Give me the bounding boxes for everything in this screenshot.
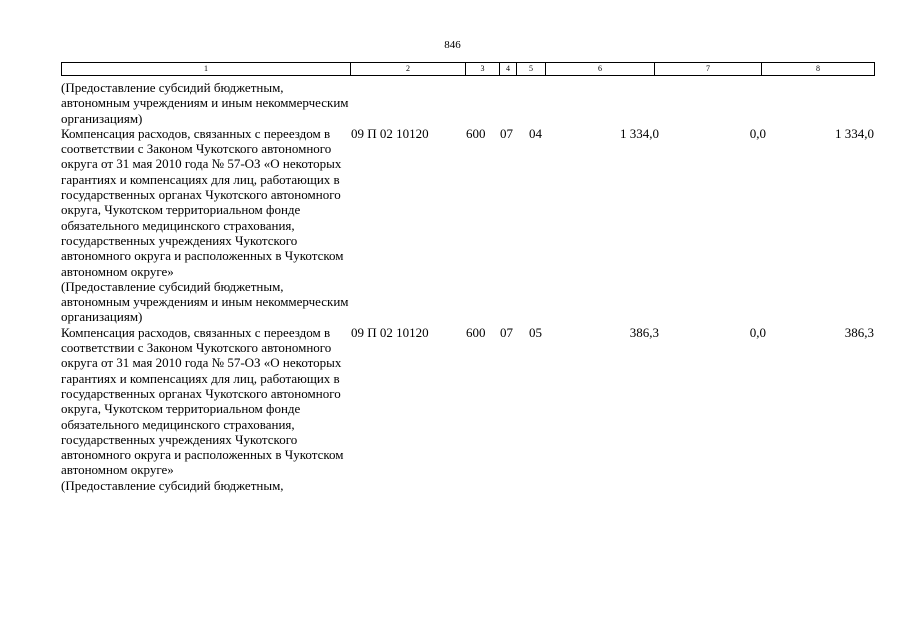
section-code: 07 bbox=[500, 125, 513, 141]
section-code: 07 bbox=[500, 324, 513, 340]
table-row: Компенсация расходов, связанных с переез… bbox=[61, 126, 874, 325]
target-article-code: 09 П 02 10120 bbox=[351, 324, 429, 340]
header-col-8: 8 bbox=[761, 62, 875, 76]
header-col-1: 1 bbox=[61, 62, 351, 76]
budget-table-body: (Предоставление субсидий бюджетным, авто… bbox=[61, 80, 874, 493]
row-description: Компенсация расходов, связанных с переез… bbox=[61, 125, 344, 279]
expense-type-code: 600 bbox=[466, 125, 486, 141]
header-col-2: 2 bbox=[350, 62, 466, 76]
row-note: (Предоставление субсидий бюджетным, bbox=[61, 477, 284, 493]
amount-col-7: 0,0 bbox=[749, 125, 766, 141]
header-col-4: 4 bbox=[499, 62, 517, 76]
amount-col-6: 386,3 bbox=[629, 324, 659, 340]
amount-col-8: 386,3 bbox=[844, 324, 874, 340]
subsection-code: 04 bbox=[529, 125, 542, 141]
header-col-6: 6 bbox=[545, 62, 655, 76]
expense-type-code: 600 bbox=[466, 324, 486, 340]
header-col-7: 7 bbox=[654, 62, 762, 76]
amount-col-6: 1 334,0 bbox=[620, 125, 659, 141]
page-number: 846 bbox=[444, 39, 461, 51]
header-col-5: 5 bbox=[516, 62, 546, 76]
row-description: Компенсация расходов, связанных с переез… bbox=[61, 324, 344, 478]
subsection-code: 05 bbox=[529, 324, 542, 340]
row-note: (Предоставление субсидий бюджетным, авто… bbox=[61, 278, 349, 325]
amount-col-8: 1 334,0 bbox=[835, 125, 874, 141]
leading-note: (Предоставление субсидий бюджетным, авто… bbox=[61, 80, 349, 126]
header-col-3: 3 bbox=[465, 62, 500, 76]
target-article-code: 09 П 02 10120 bbox=[351, 125, 429, 141]
column-number-header: 1 2 3 4 5 6 7 8 bbox=[61, 62, 875, 76]
table-row: Компенсация расходов, связанных с переез… bbox=[61, 325, 874, 493]
amount-col-7: 0,0 bbox=[749, 324, 766, 340]
